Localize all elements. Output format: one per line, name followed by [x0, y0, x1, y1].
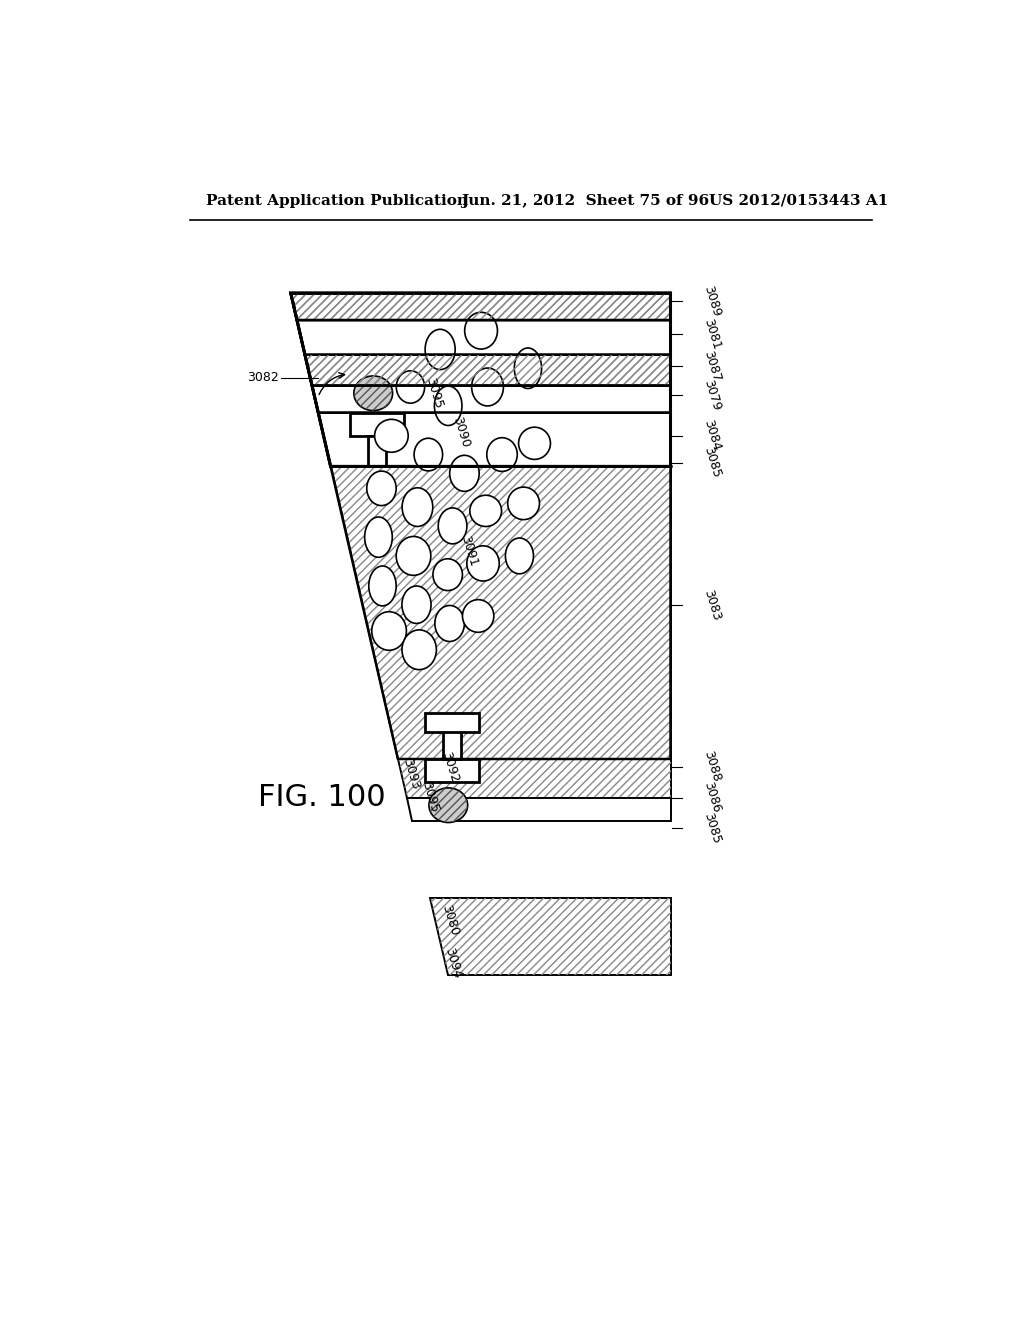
- Ellipse shape: [472, 368, 504, 407]
- Ellipse shape: [396, 371, 425, 403]
- Ellipse shape: [467, 545, 500, 581]
- Ellipse shape: [518, 428, 551, 459]
- Polygon shape: [291, 293, 671, 321]
- Polygon shape: [297, 321, 671, 355]
- Polygon shape: [442, 729, 462, 759]
- Ellipse shape: [433, 558, 463, 590]
- Polygon shape: [350, 412, 404, 436]
- Polygon shape: [331, 466, 671, 759]
- Ellipse shape: [486, 438, 517, 471]
- Polygon shape: [368, 436, 386, 466]
- Text: 3080: 3080: [438, 904, 461, 937]
- Polygon shape: [312, 385, 671, 412]
- Ellipse shape: [435, 606, 465, 642]
- Ellipse shape: [438, 508, 467, 544]
- Text: 3084: 3084: [701, 418, 723, 453]
- Text: 3090: 3090: [451, 414, 472, 449]
- Text: 3094: 3094: [442, 946, 464, 979]
- Text: Patent Application Publication: Patent Application Publication: [206, 194, 468, 207]
- Text: 3095: 3095: [420, 780, 441, 814]
- Text: 3085: 3085: [701, 445, 723, 479]
- Text: Jun. 21, 2012  Sheet 75 of 96: Jun. 21, 2012 Sheet 75 of 96: [461, 194, 710, 207]
- Ellipse shape: [365, 517, 392, 557]
- Text: 3083: 3083: [701, 587, 723, 622]
- Ellipse shape: [369, 566, 396, 606]
- Text: FIG. 100: FIG. 100: [258, 783, 386, 812]
- Ellipse shape: [425, 329, 455, 370]
- Ellipse shape: [414, 438, 442, 471]
- Ellipse shape: [465, 313, 498, 348]
- Ellipse shape: [514, 348, 542, 388]
- Text: 3086: 3086: [701, 780, 723, 814]
- Ellipse shape: [401, 586, 431, 623]
- Ellipse shape: [463, 599, 494, 632]
- Ellipse shape: [367, 471, 396, 506]
- Ellipse shape: [375, 420, 409, 453]
- Ellipse shape: [429, 788, 468, 822]
- Text: 3095: 3095: [423, 376, 445, 411]
- Polygon shape: [430, 898, 671, 974]
- Ellipse shape: [470, 495, 502, 527]
- Polygon shape: [305, 355, 671, 385]
- Text: 3093: 3093: [400, 758, 422, 792]
- Ellipse shape: [506, 539, 534, 574]
- Text: 3082: 3082: [248, 371, 280, 384]
- Ellipse shape: [508, 487, 540, 520]
- Ellipse shape: [354, 376, 392, 411]
- Text: 3091: 3091: [458, 535, 480, 568]
- Text: 3088: 3088: [701, 750, 723, 784]
- Text: 3089: 3089: [701, 284, 723, 318]
- Text: US 2012/0153443 A1: US 2012/0153443 A1: [710, 194, 889, 207]
- Polygon shape: [425, 759, 479, 781]
- Ellipse shape: [402, 488, 433, 527]
- Text: 3087: 3087: [701, 350, 723, 383]
- Ellipse shape: [372, 611, 407, 651]
- Ellipse shape: [396, 536, 431, 576]
- Ellipse shape: [450, 455, 479, 491]
- Polygon shape: [425, 713, 479, 733]
- Text: 3079: 3079: [701, 378, 723, 412]
- Text: 3085: 3085: [701, 812, 723, 845]
- Text: 3081: 3081: [701, 317, 723, 351]
- Polygon shape: [407, 797, 671, 821]
- Text: 3092: 3092: [439, 750, 461, 784]
- Polygon shape: [398, 759, 671, 797]
- Ellipse shape: [434, 385, 462, 425]
- Ellipse shape: [402, 630, 436, 669]
